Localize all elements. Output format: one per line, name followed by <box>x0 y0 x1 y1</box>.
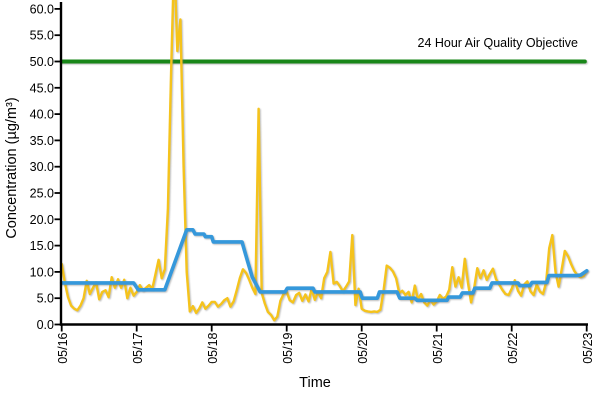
axes <box>54 2 588 332</box>
y-tick-label: 10.0 <box>30 265 54 279</box>
y-tick-label: 25.0 <box>30 187 54 201</box>
objective-line-label: 24 Hour Air Quality Objective <box>417 36 579 50</box>
x-tick-label: 05/17 <box>131 332 145 363</box>
24-hour-average-concentration-line <box>59 228 589 303</box>
x-tick-label: 05/23 <box>581 332 595 363</box>
series-group <box>59 0 589 322</box>
tick-labels: 0.0 5.0 10.0 15.0 20.0 25.0 30.0 35.0 40.0 45.0 50… <box>30 2 596 363</box>
y-tick-label: 35.0 <box>30 134 54 148</box>
y-tick-label: 15.0 <box>30 239 54 253</box>
y-tick-label: 20.0 <box>30 213 54 227</box>
y-tick-label: 55.0 <box>30 29 54 43</box>
y-axis-title: Concentration (µg/m³) <box>4 97 20 239</box>
x-tick-label: 05/20 <box>356 332 370 363</box>
y-tick-label: 0.0 <box>37 318 54 332</box>
x-tick-label: 05/18 <box>206 332 220 363</box>
y-tick-label: 30.0 <box>30 160 54 174</box>
x-tick-label: 05/16 <box>56 332 70 363</box>
x-tick-label: 05/21 <box>431 332 445 363</box>
y-tick-label: 40.0 <box>30 108 54 122</box>
x-tick-label: 05/22 <box>506 332 520 363</box>
y-tick-label: 60.0 <box>30 2 54 16</box>
x-axis-title: Time <box>299 375 331 391</box>
y-tick-label: 5.0 <box>37 292 54 306</box>
y-tick-label: 45.0 <box>30 81 54 95</box>
y-tick-label: 50.0 <box>30 55 54 69</box>
x-tick-label: 05/19 <box>281 332 295 363</box>
